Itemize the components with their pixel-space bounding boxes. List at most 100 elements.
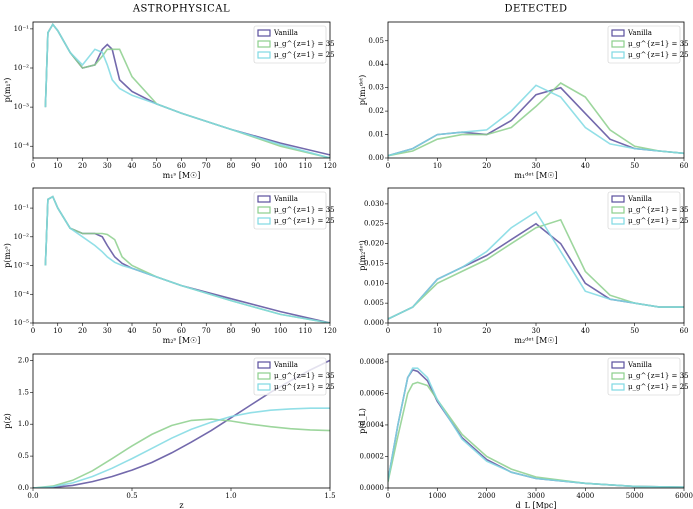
legend-swatch: [611, 40, 625, 48]
x-tick-label: 40: [581, 327, 590, 335]
column-title: ASTROPHYSICAL: [132, 4, 230, 15]
x-axis-label: m₂ˢ [M☉]: [163, 336, 201, 345]
y-tick-label: 0.03: [368, 84, 384, 92]
legend-label: Vanilla: [273, 29, 298, 37]
y-tick-label: 0.05: [368, 37, 384, 45]
x-tick-label: 120: [323, 327, 336, 335]
y-tick-label: 10⁻²: [14, 233, 30, 241]
x-tick-label: 90: [251, 327, 260, 335]
y-axis-label: p(m₂ᵈᵉᵗ): [358, 240, 367, 270]
x-tick-label: 40: [581, 162, 590, 170]
x-tick-label: 60: [680, 327, 689, 335]
legend-label: μ_g^{z=1} = 35: [628, 206, 689, 214]
x-axis-label: m₁ˢ [M☉]: [163, 171, 201, 180]
x-tick-label: 3000: [527, 492, 545, 500]
panel: DETECTED 0 10 20 30 40 50 60 0.00 0.01 0.02 0.03 0.0…: [358, 4, 689, 181]
y-tick-label: 0.0000: [360, 484, 385, 492]
legend-swatch: [257, 195, 271, 203]
legend-swatch: [611, 383, 625, 391]
legend-box: [607, 191, 681, 230]
x-tick-label: 30: [532, 162, 541, 170]
x-tick-label: 10: [433, 162, 442, 170]
x-tick-label: 110: [299, 162, 312, 170]
legend-label: μ_g^{z=1} = 35: [274, 372, 335, 380]
x-tick-label: 20: [78, 162, 87, 170]
x-tick-label: 30: [103, 327, 112, 335]
x-tick-label: 4000: [576, 492, 594, 500]
x-axis-label: m₂ᵈᵉᵗ [M☉]: [514, 336, 557, 345]
series-line: [388, 210, 684, 320]
legend-swatch: [257, 51, 271, 59]
legend-swatch: [611, 206, 625, 214]
legend-label: μ_g^{z=1} = 25: [628, 217, 689, 225]
x-tick-label: 0.5: [126, 492, 137, 500]
axes-frame: [32, 187, 331, 324]
panel: 0.0 0.5 1.0 1.5 0.0 0.5 1.0 1.5 2.0 z p(z) Vanilla μ…: [3, 353, 336, 509]
y-tick-label: 10⁻³: [14, 103, 30, 111]
x-tick-label: 1000: [428, 492, 446, 500]
legend-label: Vanilla: [627, 29, 652, 37]
y-tick-label: 0.0004: [360, 421, 385, 429]
legend-label: μ_g^{z=1} = 25: [274, 51, 335, 59]
legend-swatch: [611, 361, 625, 369]
y-tick-label: 0.0002: [360, 452, 385, 460]
x-tick-label: 50: [152, 162, 161, 170]
x-tick-label: 10: [433, 327, 442, 335]
y-axis-label: p(d_L): [358, 408, 367, 434]
axes-frame: [387, 187, 685, 324]
legend-swatch: [257, 361, 271, 369]
legend-label: Vanilla: [273, 361, 298, 369]
x-tick-label: 120: [323, 162, 336, 170]
y-tick-label: 0.5: [18, 452, 29, 460]
axes-frame: [387, 353, 685, 489]
legend-swatch: [257, 206, 271, 214]
legend-label: μ_g^{z=1} = 25: [274, 217, 335, 225]
panel: 0 10 20 30 40 50 60 0.000 0.005 0.010 0.015 0.020 0.…: [358, 187, 689, 345]
legend-swatch: [257, 383, 271, 391]
x-tick-label: 2000: [478, 492, 496, 500]
legend-label: μ_g^{z=1} = 35: [628, 40, 689, 48]
legend-box: [607, 357, 681, 396]
y-tick-label: 10⁻¹: [14, 204, 30, 212]
x-tick-label: 20: [482, 327, 491, 335]
panel: 0 1000 2000 3000 4000 5000 6000 0.0000 0.0002 0.0…: [358, 353, 693, 509]
y-axis-label: p(m₁ᵈᵉᵗ): [358, 75, 367, 105]
x-tick-label: 0.0: [27, 492, 38, 500]
x-tick-label: 100: [274, 162, 287, 170]
x-tick-label: 20: [482, 162, 491, 170]
axes-frame: [32, 21, 331, 159]
legend-label: Vanilla: [627, 195, 652, 203]
x-tick-label: 70: [202, 162, 211, 170]
x-tick-label: 60: [680, 162, 689, 170]
series-line: [44, 22, 330, 158]
legend-swatch: [611, 372, 625, 380]
y-tick-label: 2.0: [18, 356, 29, 364]
y-tick-label: 0.030: [364, 200, 384, 208]
x-tick-label: 20: [78, 327, 87, 335]
x-axis-label: d_L [Mpc]: [515, 501, 556, 509]
legend-box: [607, 25, 681, 64]
x-tick-label: 50: [152, 327, 161, 335]
column-title: DETECTED: [505, 4, 568, 15]
series-line: [33, 418, 330, 488]
y-axis-label: p(m₂ˢ): [3, 243, 12, 268]
x-tick-label: 60: [177, 162, 186, 170]
x-tick-label: 110: [299, 327, 312, 335]
x-tick-label: 30: [532, 327, 541, 335]
x-tick-label: 40: [128, 162, 137, 170]
x-tick-label: 1.0: [225, 492, 236, 500]
legend-label: μ_g^{z=1} = 35: [628, 372, 689, 380]
y-tick-label: 0.01: [368, 131, 384, 139]
x-tick-label: 80: [227, 162, 236, 170]
legend-swatch: [257, 29, 271, 37]
y-tick-label: 10⁻¹: [14, 25, 30, 33]
series-line: [33, 407, 330, 488]
y-tick-label: 1.5: [18, 388, 29, 396]
y-tick-label: 0.0: [18, 484, 29, 492]
series-line: [388, 381, 684, 488]
legend-swatch: [257, 40, 271, 48]
legend-label: μ_g^{z=1} = 25: [628, 383, 689, 391]
legend-swatch: [257, 217, 271, 225]
x-tick-label: 0: [31, 327, 35, 335]
